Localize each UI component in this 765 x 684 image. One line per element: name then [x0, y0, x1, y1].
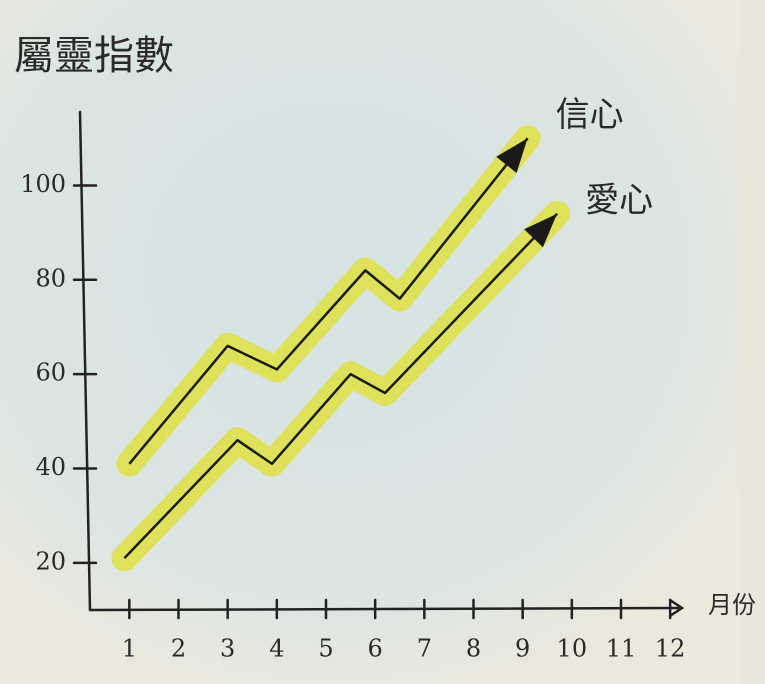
- x-tick-label: 1: [122, 635, 137, 663]
- x-tick-label: 5: [318, 635, 333, 663]
- legend-label: 信心: [556, 95, 624, 135]
- series-line: [128, 137, 529, 465]
- arrow-head: [524, 213, 558, 248]
- x-tick-label: 11: [606, 635, 637, 663]
- chart-title: 屬靈指數: [14, 33, 174, 79]
- x-axis: [88, 606, 682, 612]
- y-tick-label: 60: [35, 359, 66, 387]
- y-axis: [78, 110, 92, 612]
- x-tick-label: 3: [220, 635, 235, 663]
- series-line: [123, 212, 558, 559]
- arrow-head: [496, 138, 528, 173]
- y-tick-label: 20: [35, 547, 66, 575]
- x-tick-label: 7: [417, 635, 432, 663]
- x-axis-arrow: [668, 598, 685, 618]
- x-tick-label: 12: [655, 635, 686, 663]
- x-tick-label: 2: [171, 635, 186, 663]
- y-tick-label: 80: [35, 264, 66, 292]
- x-tick-label: 8: [466, 635, 481, 663]
- x-tick-label: 10: [557, 635, 588, 663]
- y-tick-label: 40: [35, 453, 66, 481]
- x-axis-label: 月份: [708, 591, 756, 619]
- page-edge: [740, 0, 765, 684]
- legend-label: 愛心: [585, 180, 653, 220]
- paper: [0, 0, 740, 684]
- x-tick-label: 6: [368, 635, 383, 663]
- y-tick-label: 100: [20, 170, 66, 198]
- x-tick-label: 9: [515, 635, 530, 663]
- x-tick-label: 4: [269, 635, 284, 663]
